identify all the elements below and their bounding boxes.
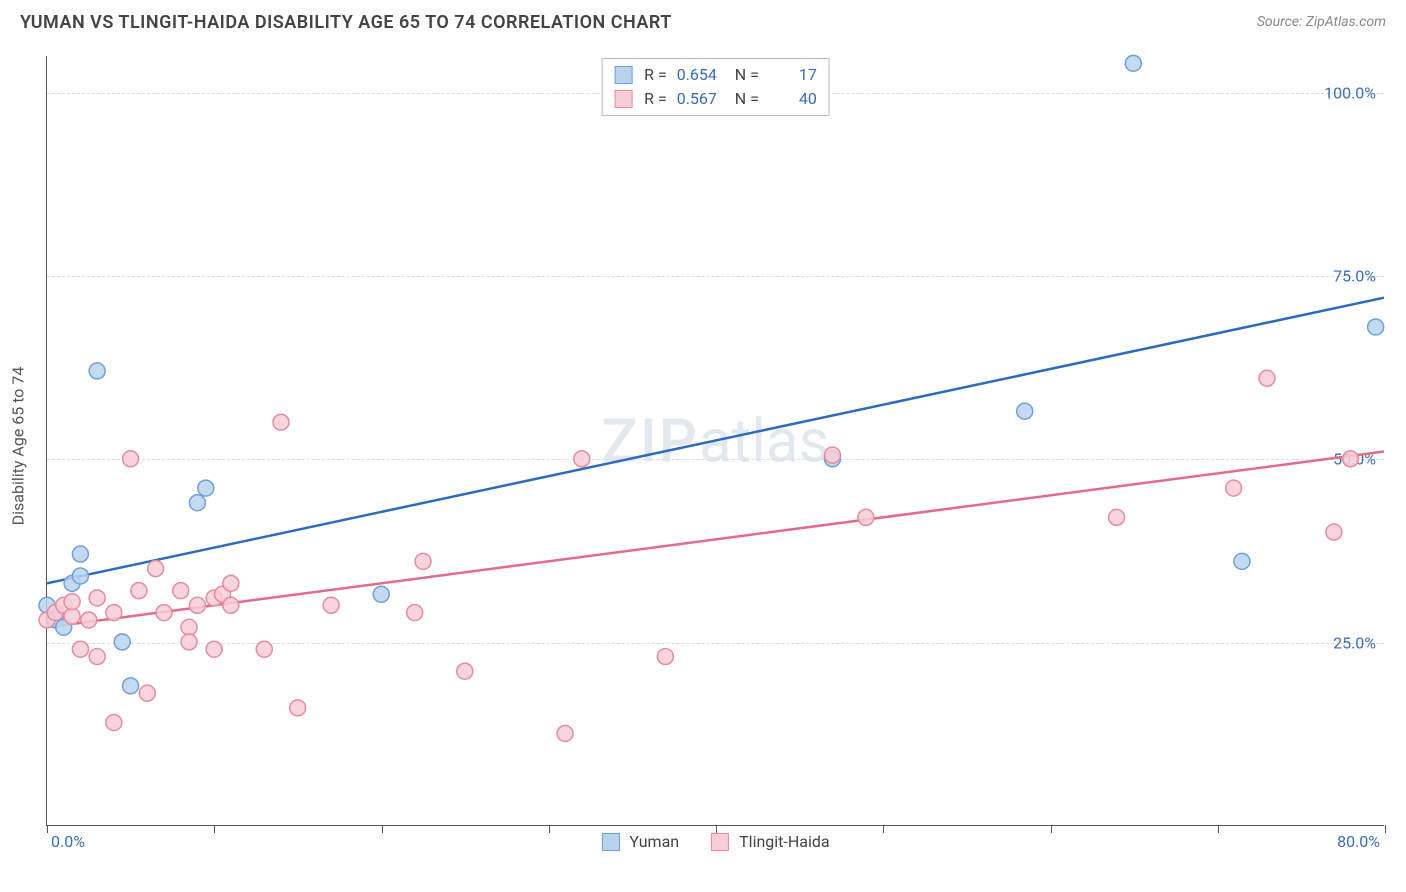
legend-n-value: 40 — [769, 87, 817, 111]
scatter-point — [206, 641, 222, 657]
scatter-point — [273, 414, 289, 430]
scatter-point — [89, 590, 105, 606]
legend-series-item: Tlingit-Haida — [711, 832, 829, 851]
x-tick — [1218, 825, 1219, 833]
scatter-point — [181, 619, 197, 635]
scatter-point — [72, 641, 88, 657]
scatter-point — [106, 714, 122, 730]
scatter-point — [72, 546, 88, 562]
scatter-point — [457, 663, 473, 679]
scatter-point — [323, 597, 339, 613]
legend-r-label: R = — [644, 87, 667, 111]
scatter-point — [1125, 55, 1141, 71]
scatter-point — [131, 583, 147, 599]
scatter-point — [156, 605, 172, 621]
scatter-point — [123, 678, 139, 694]
scatter-point — [148, 561, 164, 577]
scatter-point — [1226, 480, 1242, 496]
x-tick — [47, 825, 48, 833]
scatter-point — [189, 597, 205, 613]
scatter-point — [858, 509, 874, 525]
scatter-point — [1234, 553, 1250, 569]
x-tick — [382, 825, 383, 833]
legend-swatch — [614, 90, 632, 108]
legend-series-name: Yuman — [629, 832, 679, 851]
plot-area: ZIPatlas 25.0%50.0%75.0%100.0% R =0.654N… — [46, 56, 1384, 826]
x-axis-min-label: 0.0% — [51, 832, 85, 851]
legend-correlation-row: R = 0.654 N = 17 — [614, 63, 817, 87]
scatter-point — [89, 363, 105, 379]
scatter-point — [181, 634, 197, 650]
scatter-point — [407, 605, 423, 621]
legend-swatch — [614, 66, 632, 84]
scatter-point — [256, 641, 272, 657]
scatter-point — [106, 605, 122, 621]
scatter-point — [1017, 403, 1033, 419]
scatter-point — [1259, 370, 1275, 386]
scatter-point — [1109, 509, 1125, 525]
scatter-point — [657, 649, 673, 665]
scatter-point — [114, 634, 130, 650]
scatter-point — [1326, 524, 1342, 540]
x-tick — [214, 825, 215, 833]
scatter-point — [64, 594, 80, 610]
scatter-svg — [47, 56, 1384, 825]
legend-n-value: 17 — [769, 63, 817, 87]
scatter-point — [223, 597, 239, 613]
legend-r-label: R = — [644, 63, 667, 87]
legend-series: Yuman Tlingit-Haida — [601, 832, 829, 851]
scatter-point — [290, 700, 306, 716]
scatter-point — [824, 447, 840, 463]
scatter-point — [173, 583, 189, 599]
scatter-point — [557, 725, 573, 741]
legend-swatch — [711, 833, 729, 851]
scatter-point — [72, 568, 88, 584]
x-axis-max-label: 80.0% — [1337, 832, 1380, 851]
legend-n-label: N = — [735, 63, 759, 87]
scatter-point — [81, 612, 97, 628]
legend-r-value: 0.567 — [677, 87, 725, 111]
y-axis-label: Disability Age 65 to 74 — [9, 367, 28, 526]
scatter-point — [574, 451, 590, 467]
x-tick — [1051, 825, 1052, 833]
legend-series-item: Yuman — [601, 832, 679, 851]
source-attribution: Source: ZipAtlas.com — [1257, 14, 1386, 30]
scatter-point — [89, 649, 105, 665]
legend-swatch — [601, 833, 619, 851]
legend-r-value: 0.654 — [677, 63, 725, 87]
legend-n-label: N = — [735, 87, 759, 111]
scatter-point — [373, 586, 389, 602]
scatter-point — [223, 575, 239, 591]
legend-series-name: Tlingit-Haida — [739, 832, 829, 851]
scatter-point — [123, 451, 139, 467]
scatter-point — [1368, 319, 1384, 335]
x-tick — [549, 825, 550, 833]
scatter-point — [1343, 451, 1359, 467]
scatter-point — [415, 553, 431, 569]
x-tick — [883, 825, 884, 833]
scatter-point — [198, 480, 214, 496]
scatter-point — [64, 608, 80, 624]
chart-title: YUMAN VS TLINGIT-HAIDA DISABILITY AGE 65… — [20, 12, 672, 33]
legend-correlation-box: R = 0.654 N = 17 R = 0.567 N = 40 — [601, 58, 830, 116]
scatter-point — [139, 685, 155, 701]
scatter-point — [189, 495, 205, 511]
x-tick — [1385, 825, 1386, 833]
legend-correlation-row: R = 0.567 N = 40 — [614, 87, 817, 111]
